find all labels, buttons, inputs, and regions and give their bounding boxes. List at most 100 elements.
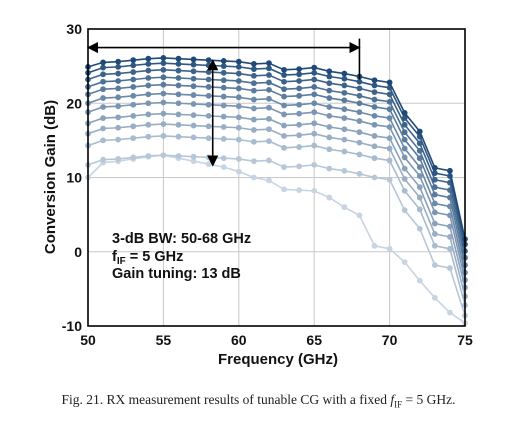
data-point [130,57,137,64]
data-point [160,60,167,67]
data-point [235,168,242,175]
data-point [235,70,242,77]
data-point [386,98,393,105]
data-point [311,91,318,98]
data-point [326,112,333,119]
data-point [160,66,167,73]
data-point [386,79,393,86]
data-point [401,187,408,194]
x-tick-label: 55 [156,332,172,348]
data-point [296,101,303,108]
data-point [115,63,122,70]
data-point [175,67,182,74]
data-point [175,100,182,107]
data-point [145,100,152,107]
data-point [130,76,137,83]
x-axis-title: Frequency (GHz) [218,351,338,368]
data-point [220,93,227,100]
y-tick-label: 0 [74,244,82,260]
data-point [447,309,453,316]
data-point [356,139,363,146]
data-point [371,96,378,103]
data-point [205,112,212,119]
data-point [220,84,227,91]
data-point [235,114,242,121]
data-point [386,157,393,164]
data-point [250,72,257,79]
data-point [130,92,137,99]
data-point [190,122,197,129]
data-point [341,89,348,96]
data-point [371,143,378,150]
data-point [160,90,167,97]
tick-labels: 50 55 60 65 70 75 -10 0 10 20 30 [62,21,473,348]
data-point [220,164,227,171]
data-point [431,231,438,237]
series-5 [85,81,468,269]
data-point [341,148,348,155]
data-point [175,60,182,67]
data-point [281,164,287,171]
data-point [296,144,303,150]
data-point [416,184,423,191]
data-point [266,60,272,67]
data-point [115,103,122,110]
data-point [175,91,182,98]
data-point [341,204,348,211]
data-point [371,242,378,249]
data-point [341,136,348,143]
data-point [296,187,303,194]
data-point [235,85,242,92]
data-point [175,55,182,62]
data-point [100,137,106,144]
data-point [401,165,408,172]
y-tick-label: 10 [66,170,82,186]
data-point [235,58,242,65]
data-point [220,113,227,120]
data-point [326,95,333,101]
data-point [205,92,212,99]
data-point [115,136,122,143]
data-point [205,161,212,168]
data-point [296,132,303,139]
data-point [386,135,393,142]
series-line [87,69,466,252]
data-point [100,71,106,78]
data-point [235,78,242,84]
series-9 [85,121,468,300]
data-point [190,83,197,90]
series-10 [85,133,468,309]
data-point [401,154,408,161]
data-point [145,111,152,118]
data-point [401,259,408,266]
fif-annotation: fIF = 5 GHz [112,249,183,267]
data-point [326,80,333,87]
data-point [100,95,106,101]
data-point [356,129,363,136]
data-point [205,101,212,108]
data-point [250,127,257,133]
data-point [250,60,257,67]
data-point [250,174,257,181]
data-point [447,265,453,271]
data-point [205,69,212,75]
data-point [190,112,197,119]
data-point [235,63,242,70]
data-point [160,81,167,88]
data-point [130,62,137,69]
data-point [296,163,303,170]
data-point [190,158,197,165]
data-point [205,123,212,130]
y-tick-label: 30 [66,21,82,37]
data-point [130,101,137,108]
data-point [281,122,287,129]
data-point [431,209,438,216]
bandwidth-annotation: 3-dB BW: 50-68 GHz [112,231,251,247]
data-point [386,106,393,113]
data-point [311,76,318,83]
data-point [160,121,167,127]
data-point [326,68,333,75]
data-point [386,124,393,130]
data-point [431,262,438,269]
data-point [281,72,287,78]
